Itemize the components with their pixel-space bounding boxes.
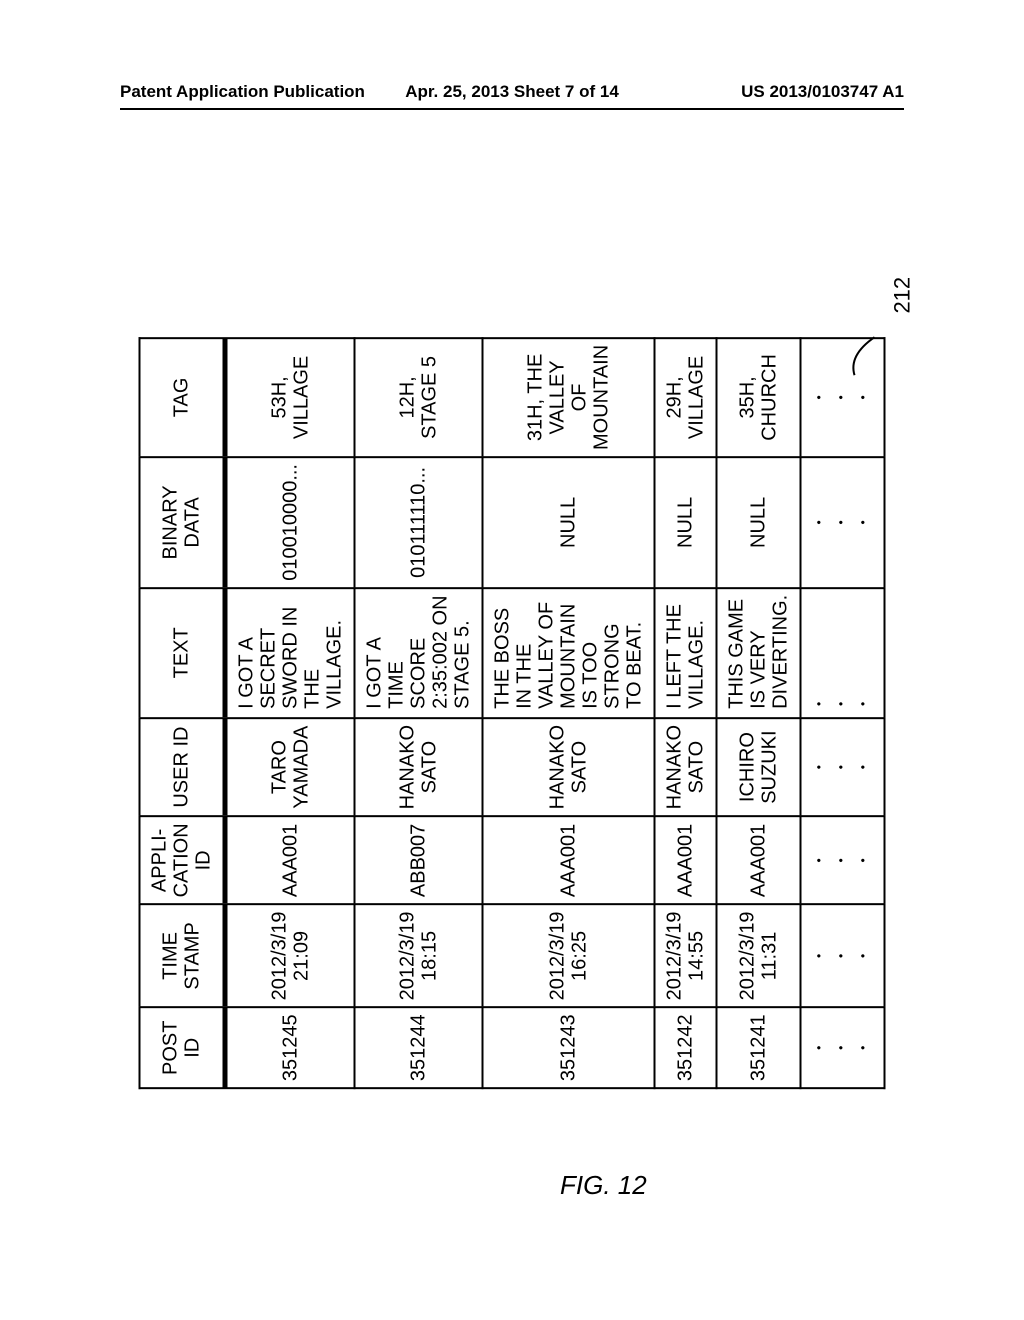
figure-label: FIG. 12	[560, 1170, 647, 1201]
cell-tag: 31H, THE VALLEY OF MOUNTAIN	[483, 338, 655, 457]
callout-leader	[847, 325, 887, 385]
cell-binary: ･･･	[801, 457, 885, 588]
cell-binary: NULL	[717, 457, 801, 588]
header-right: US 2013/0103747 A1	[741, 82, 904, 102]
page-header: Patent Application Publication Apr. 25, …	[0, 82, 1024, 102]
cell-app_id: AAA001	[717, 816, 801, 904]
callout-ref-212: 212	[890, 277, 916, 314]
cell-user_id: HANAKO SATO	[483, 718, 655, 816]
table-row: ･････････････････････	[801, 338, 885, 1088]
cell-text: I GOT A TIME SCORE 2:35:002 ON STAGE 5.	[355, 588, 483, 718]
data-table: POST IDTIME STAMPAPPLI-CATION IDUSER IDT…	[139, 337, 886, 1089]
cell-post_id: 351244	[355, 1007, 483, 1088]
cell-time_stamp: 2012/3/1918:15	[355, 904, 483, 1007]
cell-app_id: ･･･	[801, 816, 885, 904]
column-header: POST ID	[140, 1007, 226, 1088]
cell-binary: NULL	[655, 457, 717, 588]
table-row: 3512452012/3/1921:09AAA001TARO YAMADAI G…	[225, 338, 355, 1088]
cell-user_id: ･･･	[801, 718, 885, 816]
header-left: Patent Application Publication	[120, 82, 365, 102]
column-header: TIME STAMP	[140, 904, 226, 1007]
cell-user_id: HANAKO SATO	[355, 718, 483, 816]
figure-wrap: POST IDTIME STAMPAPPLI-CATION IDUSER IDT…	[139, 337, 886, 1089]
table-header-row: POST IDTIME STAMPAPPLI-CATION IDUSER IDT…	[140, 338, 226, 1088]
cell-post_id: 351243	[483, 1007, 655, 1088]
column-header: APPLI-CATION ID	[140, 816, 226, 904]
cell-tag: 12H, STAGE 5	[355, 338, 483, 457]
cell-text: ･･･	[801, 588, 885, 718]
cell-app_id: AAA001	[225, 816, 355, 904]
cell-text: THE BOSS IN THE VALLEY OF MOUNTAIN IS TO…	[483, 588, 655, 718]
cell-time_stamp: 2012/3/1916:25	[483, 904, 655, 1007]
cell-time_stamp: 2012/3/1914:55	[655, 904, 717, 1007]
cell-user_id: HANAKO SATO	[655, 718, 717, 816]
table-row: 3512432012/3/1916:25AAA001HANAKO SATOTHE…	[483, 338, 655, 1088]
column-header: TEXT	[140, 588, 226, 718]
cell-time_stamp: 2012/3/1921:09	[225, 904, 355, 1007]
cell-text: I GOT A SECRET SWORD IN THE VILLAGE.	[225, 588, 355, 718]
table-row: 3512442012/3/1918:15ABB007HANAKO SATOI G…	[355, 338, 483, 1088]
cell-user_id: TARO YAMADA	[225, 718, 355, 816]
cell-app_id: ABB007	[355, 816, 483, 904]
cell-post_id: 351242	[655, 1007, 717, 1088]
cell-binary: 010010000...	[225, 457, 355, 588]
cell-text: I LEFT THE VILLAGE.	[655, 588, 717, 718]
header-center: Apr. 25, 2013 Sheet 7 of 14	[405, 82, 619, 102]
cell-binary: NULL	[483, 457, 655, 588]
cell-user_id: ICHIRO SUZUKI	[717, 718, 801, 816]
cell-tag: 29H, VILLAGE	[655, 338, 717, 457]
column-header: TAG	[140, 338, 226, 457]
cell-post_id: 351245	[225, 1007, 355, 1088]
table-row: 3512412012/3/1911:31AAA001ICHIRO SUZUKIT…	[717, 338, 801, 1088]
cell-post_id: ･･･	[801, 1007, 885, 1088]
column-header: USER ID	[140, 718, 226, 816]
cell-binary: 010111110...	[355, 457, 483, 588]
cell-tag: 35H, CHURCH	[717, 338, 801, 457]
column-header: BINARY DATA	[140, 457, 226, 588]
table-row: 3512422012/3/1914:55AAA001HANAKO SATOI L…	[655, 338, 717, 1088]
cell-tag: 53H, VILLAGE	[225, 338, 355, 457]
cell-time_stamp: 2012/3/1911:31	[717, 904, 801, 1007]
cell-app_id: AAA001	[655, 816, 717, 904]
cell-text: THIS GAME IS VERY DIVERTING.	[717, 588, 801, 718]
cell-time_stamp: ･･･	[801, 904, 885, 1007]
cell-app_id: AAA001	[483, 816, 655, 904]
header-rule	[120, 108, 904, 110]
cell-post_id: 351241	[717, 1007, 801, 1088]
